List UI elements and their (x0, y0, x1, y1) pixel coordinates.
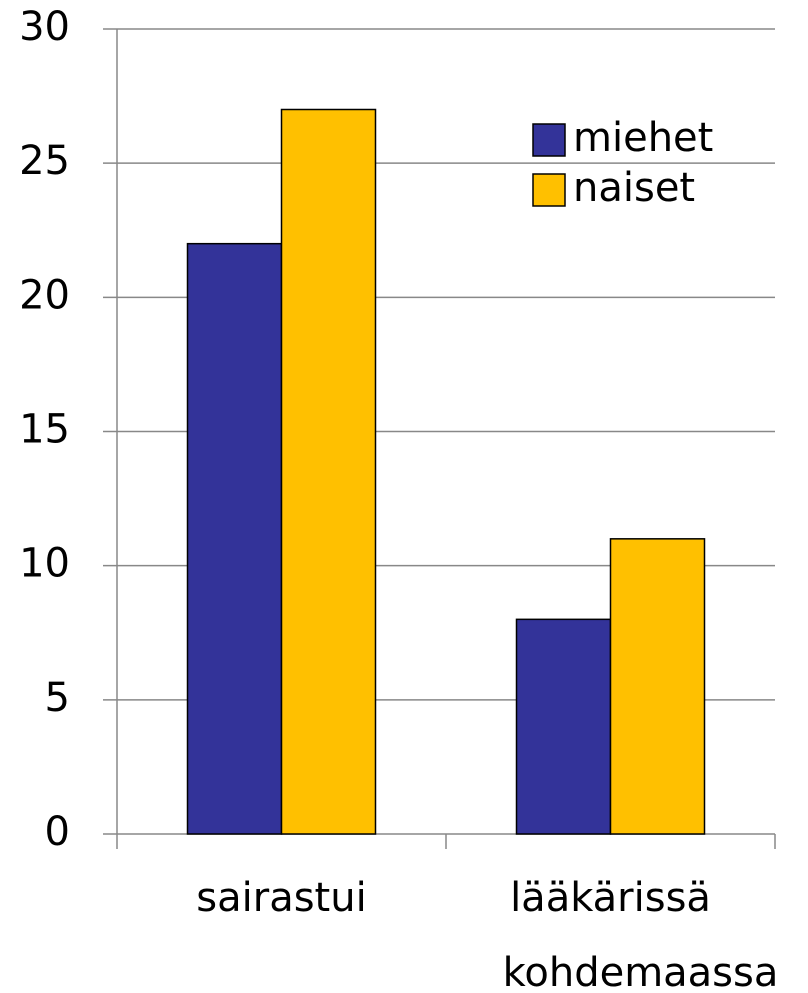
bar (280, 108, 377, 835)
legend-swatch (532, 123, 566, 157)
x-tick-label: lääkärissä kohdemaassa (503, 875, 779, 993)
bar (186, 242, 283, 835)
bar (609, 538, 706, 835)
y-tick-label: 25 (19, 138, 70, 184)
legend-label: miehet (573, 115, 713, 161)
legend-label: naiset (573, 165, 695, 211)
legend-swatch (532, 173, 566, 207)
y-tick-label: 10 (19, 541, 70, 587)
bar (515, 618, 612, 835)
y-tick-label: 20 (19, 272, 70, 318)
y-tick-label: 5 (45, 675, 70, 721)
x-tick-label: sairastui (196, 875, 366, 921)
y-tick-label: 15 (19, 407, 70, 453)
y-tick-label: 0 (45, 809, 70, 855)
y-tick-label: 30 (19, 4, 70, 50)
